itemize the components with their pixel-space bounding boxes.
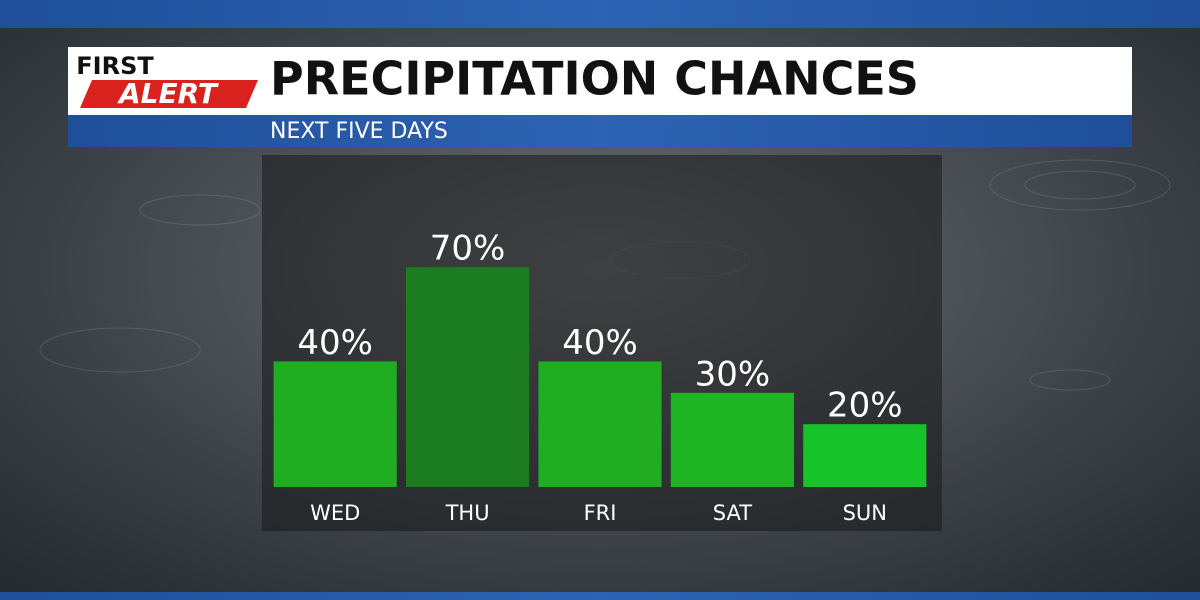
bar <box>273 361 397 487</box>
chart-subtitle: NEXT FIVE DAYS <box>270 119 448 144</box>
chart-title: PRECIPITATION CHANCES <box>270 52 919 106</box>
value-label: 40% <box>297 323 373 363</box>
logo-bottom: ALERT <box>117 77 219 110</box>
bar <box>670 392 794 487</box>
x-tick-label: WED <box>310 501 360 525</box>
x-tick-label: FRI <box>584 501 617 525</box>
bottom-stripe <box>0 592 1200 600</box>
value-label: 30% <box>695 354 771 394</box>
value-label: 40% <box>562 323 638 363</box>
logo-badge <box>80 80 258 108</box>
value-label: 20% <box>827 386 903 426</box>
subtitle-banner <box>68 115 1132 147</box>
top-stripe <box>0 0 1200 28</box>
x-tick-label: SAT <box>713 501 752 525</box>
x-tick-label: THU <box>445 501 490 525</box>
bar <box>803 424 927 487</box>
bar <box>538 361 662 487</box>
x-tick-label: SUN <box>843 501 887 525</box>
value-label: 70% <box>430 229 506 269</box>
logo-top: FIRST <box>76 52 154 80</box>
bar <box>406 267 530 487</box>
